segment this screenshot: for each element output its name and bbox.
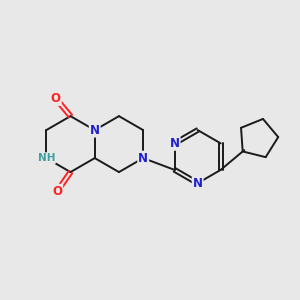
Text: N: N [193, 177, 202, 190]
Text: O: O [51, 92, 61, 105]
Text: N: N [90, 124, 100, 136]
Text: O: O [52, 185, 62, 198]
Text: N: N [169, 137, 180, 150]
Text: NH: NH [38, 153, 55, 163]
Text: N: N [138, 152, 148, 165]
